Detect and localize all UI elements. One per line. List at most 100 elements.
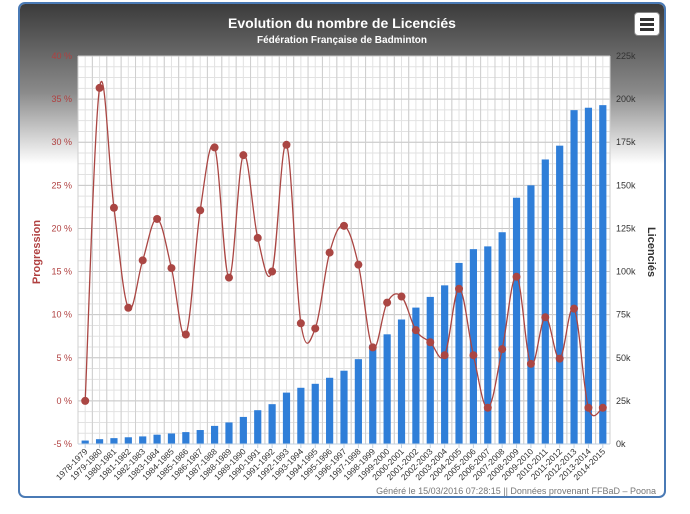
chart-credits: Généré le 15/03/2016 07:28:15 || Données…: [376, 486, 656, 496]
progression-point-1983-1984[interactable]: [153, 214, 162, 223]
progression-point-2002-2003[interactable]: [426, 338, 435, 347]
hamburger-menu-icon: [640, 18, 654, 21]
y-right-tick-label: 75k: [616, 310, 631, 320]
bar-licencies-1996-1997[interactable]: [340, 370, 348, 444]
progression-point-2011-2012[interactable]: [555, 354, 564, 363]
progression-point-1991-1992[interactable]: [268, 267, 277, 276]
bar-licencies-1982-1983[interactable]: [139, 436, 147, 444]
y-right-tick-label: 25k: [616, 396, 631, 406]
progression-point-2005-2006[interactable]: [469, 351, 478, 360]
progression-point-2009-2010[interactable]: [526, 359, 535, 368]
bar-licencies-1987-1988[interactable]: [211, 425, 219, 444]
y-left-tick-label: 30 %: [51, 137, 72, 147]
bar-licencies-1980-1981[interactable]: [110, 438, 118, 444]
progression-point-2010-2011[interactable]: [541, 313, 550, 322]
progression-point-1999-2000[interactable]: [383, 298, 392, 307]
bar-licencies-2000-2001[interactable]: [397, 319, 406, 444]
bar-licencies-2003-2004[interactable]: [441, 285, 449, 444]
y-left-tick-label: 0 %: [56, 396, 72, 406]
bar-licencies-1994-1995[interactable]: [311, 383, 319, 444]
y-left-tick-label: 5 %: [56, 353, 72, 363]
y-left-tick-label: -5 %: [53, 439, 72, 449]
bar-licencies-2014-2015[interactable]: [599, 105, 607, 444]
bar-licencies-2012-2013[interactable]: [570, 110, 578, 444]
progression-point-1992-1993[interactable]: [282, 140, 291, 149]
bar-licencies-1999-2000[interactable]: [383, 334, 391, 444]
hamburger-menu-icon-bar: [640, 28, 654, 31]
y-left-tick-label: 20 %: [51, 223, 72, 233]
progression-point-1985-1986[interactable]: [181, 330, 190, 339]
progression-point-2000-2001[interactable]: [397, 292, 406, 301]
progression-point-1987-1988[interactable]: [210, 143, 219, 152]
progression-point-2006-2007[interactable]: [483, 403, 492, 412]
y-right-axis-title: Licenciés: [645, 227, 657, 277]
progression-point-1994-1995[interactable]: [311, 324, 320, 333]
progression-point-1980-1981[interactable]: [109, 203, 118, 212]
y-right-tick-label: 0k: [616, 439, 626, 449]
y-right-tick-label: 175k: [616, 137, 636, 147]
progression-point-1982-1983[interactable]: [138, 256, 147, 265]
bar-licencies-2002-2003[interactable]: [426, 296, 434, 444]
export-menu-button[interactable]: [634, 12, 660, 36]
y-left-tick-label: 25 %: [51, 180, 72, 190]
progression-point-2001-2002[interactable]: [411, 326, 420, 335]
progression-point-1981-1982[interactable]: [124, 303, 133, 312]
bar-licencies-2004-2005[interactable]: [455, 262, 463, 444]
progression-point-1984-1985[interactable]: [167, 264, 176, 273]
bar-licencies-1989-1990[interactable]: [239, 416, 247, 444]
bar-licencies-1978-1979[interactable]: [81, 440, 89, 444]
bar-licencies-1984-1985[interactable]: [167, 433, 176, 444]
bar-licencies-1981-1982[interactable]: [124, 437, 132, 444]
chart-subtitle: Fédération Française de Badminton: [257, 35, 427, 46]
bar-licencies-2008-2009[interactable]: [512, 197, 521, 444]
y-left-tick-label: 10 %: [51, 310, 72, 320]
chart-container: -5 % 0 % 5 % 10 % 15 % 20 % 25 % 30 % 35 % 40 % 0k…: [18, 2, 666, 498]
progression-point-1979-1980[interactable]: [95, 83, 104, 92]
bar-licencies-2013-2014[interactable]: [584, 107, 593, 444]
bar-licencies-2001-2002[interactable]: [412, 307, 420, 444]
bar-licencies-1986-1987[interactable]: [196, 430, 204, 444]
progression-point-2003-2004[interactable]: [440, 351, 449, 360]
progression-point-1989-1990[interactable]: [239, 151, 248, 160]
y-right-tick-label: 200k: [616, 94, 636, 104]
progression-point-2014-2015[interactable]: [598, 403, 607, 412]
progression-point-2012-2013[interactable]: [570, 304, 579, 313]
bar-licencies-1993-1994[interactable]: [297, 387, 305, 444]
bar-licencies-1992-1993[interactable]: [282, 392, 291, 444]
bar-licencies-2010-2011[interactable]: [541, 159, 549, 444]
bar-licencies-1991-1992[interactable]: [268, 404, 276, 444]
progression-point-1978-1979[interactable]: [81, 396, 90, 405]
bar-licencies-1979-1980[interactable]: [95, 439, 104, 444]
progression-point-2008-2009[interactable]: [512, 272, 521, 281]
progression-point-1988-1989[interactable]: [224, 273, 233, 282]
chart-title: Evolution du nombre de Licenciés: [228, 15, 456, 31]
progression-point-2004-2005[interactable]: [455, 284, 464, 293]
bar-licencies-2011-2012[interactable]: [556, 145, 564, 444]
bar-licencies-1988-1989[interactable]: [225, 422, 233, 444]
y-right-tick-label: 125k: [616, 223, 636, 233]
bar-licencies-2006-2007[interactable]: [484, 246, 492, 444]
progression-point-1986-1987[interactable]: [196, 206, 205, 215]
y-right-tick-label: 150k: [616, 180, 636, 190]
progression-point-1996-1997[interactable]: [340, 221, 348, 230]
progression-point-1998-1999[interactable]: [368, 343, 377, 352]
bar-licencies-2009-2010[interactable]: [527, 185, 535, 445]
progression-point-2007-2008[interactable]: [498, 345, 507, 354]
bar-licencies-1983-1984[interactable]: [153, 434, 161, 444]
y-left-tick-label: 35 %: [51, 94, 72, 104]
bar-licencies-1990-1991[interactable]: [254, 410, 262, 444]
bar-licencies-1985-1986[interactable]: [182, 432, 190, 444]
y-left-axis-title: Progression: [31, 220, 43, 284]
bar-licencies-1997-1998[interactable]: [354, 359, 362, 444]
y-left-tick-label: 15 %: [51, 267, 72, 277]
bar-licencies-2007-2008[interactable]: [498, 232, 506, 444]
hamburger-menu-icon-bar: [640, 23, 654, 26]
progression-point-1997-1998[interactable]: [354, 260, 363, 269]
bar-licencies-1998-1999[interactable]: [369, 344, 377, 444]
bar-licencies-2005-2006[interactable]: [469, 249, 477, 444]
progression-point-1993-1994[interactable]: [296, 319, 305, 328]
progression-point-1995-1996[interactable]: [325, 248, 334, 257]
progression-point-2013-2014[interactable]: [584, 403, 593, 412]
progression-point-1990-1991[interactable]: [253, 233, 262, 242]
bar-licencies-1995-1996[interactable]: [326, 377, 334, 444]
